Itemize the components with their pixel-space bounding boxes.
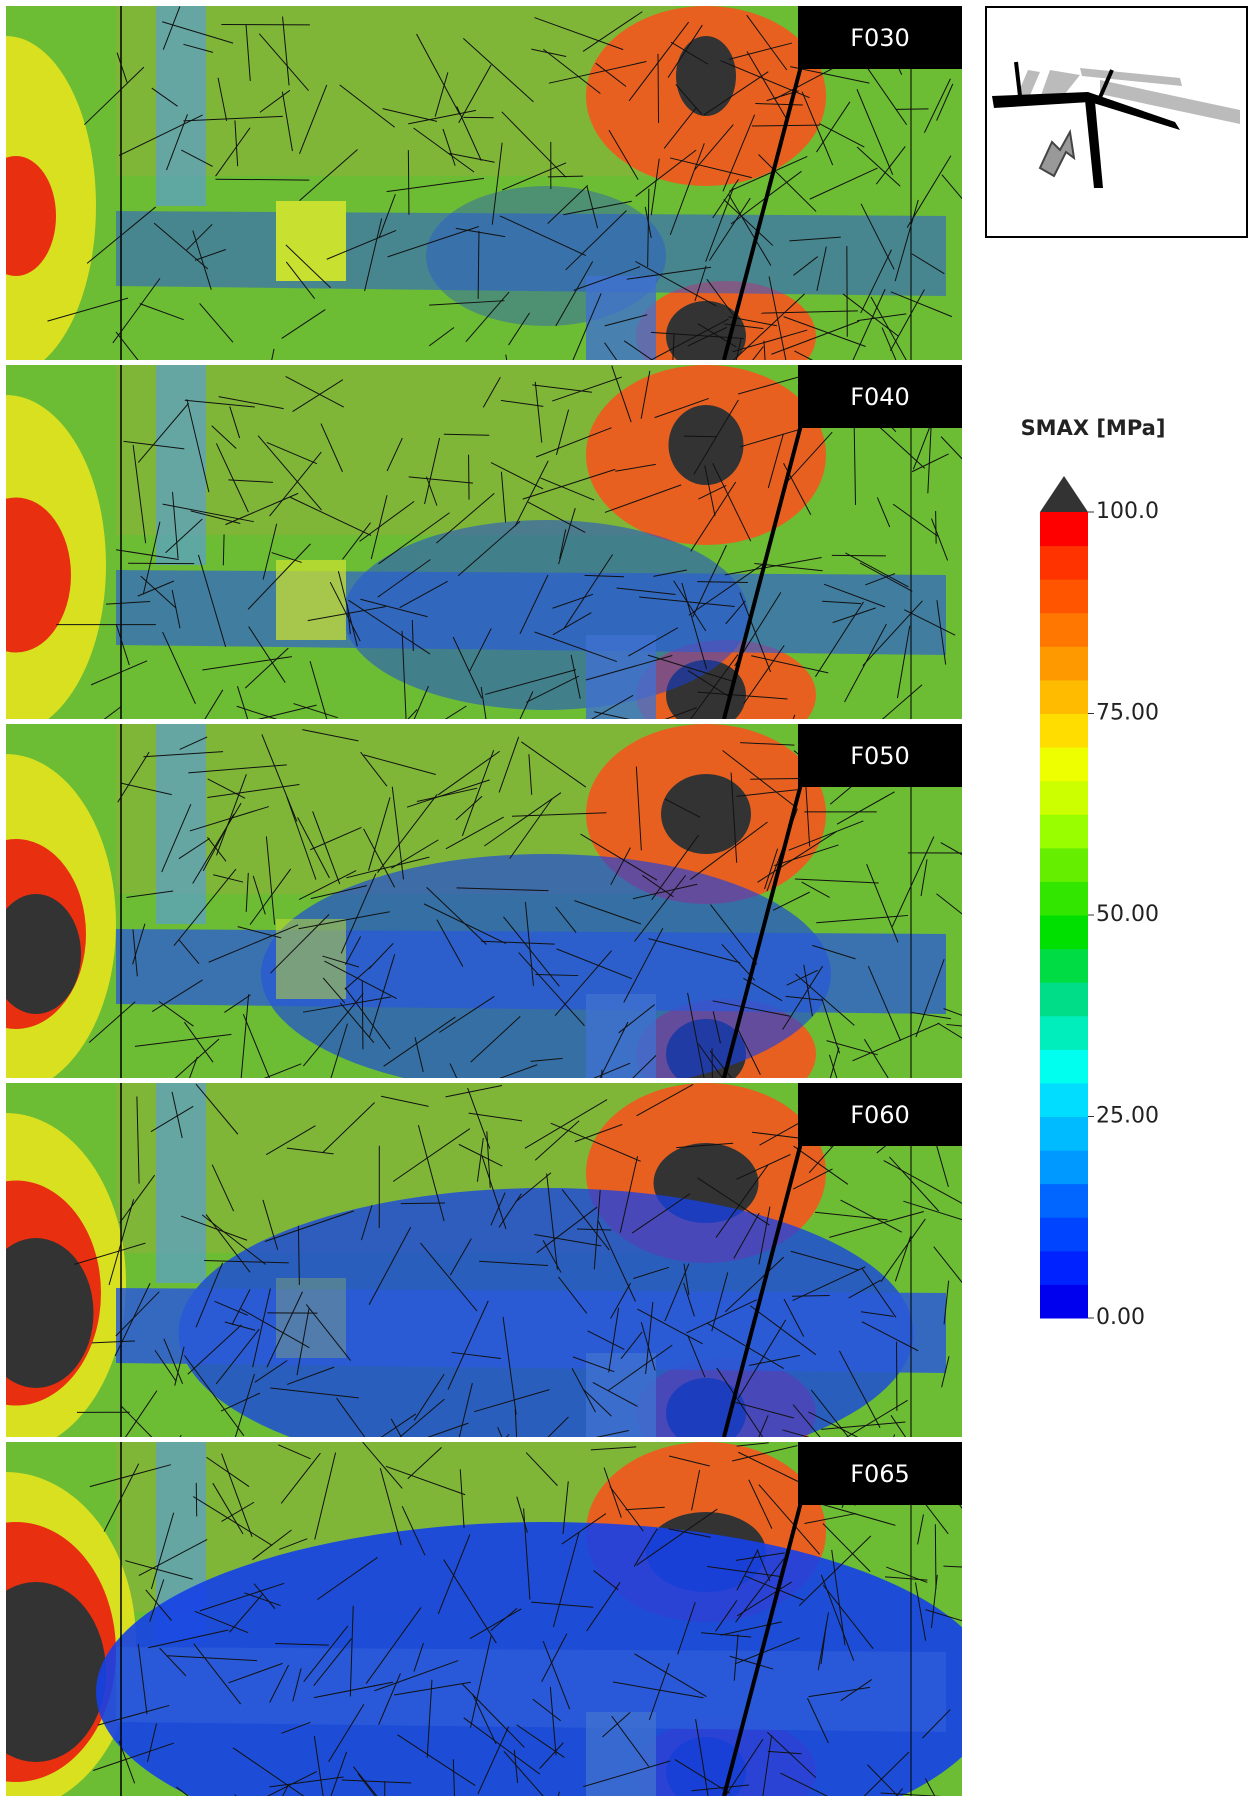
upper-right-dark: [676, 36, 736, 116]
colorbar-band: [1040, 747, 1088, 781]
tick-label: 75.00: [1096, 701, 1159, 726]
panel-label: F065: [850, 1460, 910, 1488]
fiber: [408, 150, 409, 215]
panel-label: F030: [850, 24, 910, 52]
colorbar-band: [1040, 1251, 1088, 1285]
colorbar-band: [1040, 1016, 1088, 1050]
colorbar-band: [1040, 915, 1088, 949]
contour-panel: F030: [0, 6, 985, 425]
colorbar-band: [1040, 613, 1088, 647]
tick-label: 25.00: [1096, 1104, 1159, 1129]
upper-right-dark: [661, 774, 751, 854]
tick-label: 100.0: [1096, 499, 1159, 524]
contour-panel: F040: [0, 365, 1004, 782]
colorbar-band: [1040, 949, 1088, 983]
colorbar-band: [1040, 881, 1088, 915]
figure: F030 F040 F050 F060 F065 SMAX [MPa] 100.0 75.…: [0, 0, 1257, 1803]
colorbar-band: [1040, 848, 1088, 882]
colorbar-band: [1040, 1184, 1088, 1218]
colorbar-band: [1040, 546, 1088, 580]
colorbar-band: [1040, 1117, 1088, 1151]
column: [586, 1712, 656, 1802]
fiber: [362, 981, 363, 1049]
tick-label: 0.00: [1096, 1305, 1145, 1330]
beam-face: [276, 1278, 346, 1358]
panel-label: F060: [850, 1101, 910, 1129]
colorbar-band: [1040, 579, 1088, 613]
panel-label: F040: [850, 383, 910, 411]
pillar: [156, 6, 206, 206]
legend-title: SMAX [MPa]: [1021, 416, 1166, 440]
colorbar-band: [1040, 982, 1088, 1016]
panel-label: F050: [850, 742, 910, 770]
colorbar-band: [1040, 781, 1088, 815]
colorbar-band: [1040, 1217, 1088, 1251]
fiber: [684, 436, 717, 437]
panels: F030 F040 F050 F060 F065: [0, 6, 1029, 1803]
beam: [116, 211, 946, 296]
colorbar-band: [1040, 714, 1088, 748]
colorbar-band: [1040, 1284, 1088, 1318]
colorbar-band: [1040, 1150, 1088, 1184]
colorbar-band: [1040, 1049, 1088, 1083]
legend: SMAX [MPa] 100.0 75.00 50.00 25.00 0.00: [1021, 416, 1166, 1330]
beam-face: [276, 560, 346, 640]
pillar: [156, 1083, 206, 1283]
contour-panel: F060: [0, 1083, 990, 1504]
contour-panel: F065: [0, 1442, 1029, 1803]
colorbar-band: [1040, 646, 1088, 680]
overflow-triangle: [1040, 476, 1088, 512]
beam: [116, 1288, 946, 1373]
inset-schematic: [986, 7, 1247, 237]
column: [586, 276, 656, 366]
colorbar-band: [1040, 1083, 1088, 1117]
colorbar-band: [1040, 814, 1088, 848]
fiber: [401, 1203, 445, 1204]
column: [586, 635, 656, 725]
fiber: [196, 1483, 197, 1517]
tick-label: 50.00: [1096, 902, 1159, 927]
fiber: [658, 54, 659, 123]
fiber: [896, 109, 929, 110]
fiber: [832, 555, 886, 556]
pillar: [156, 365, 206, 565]
column: [586, 994, 656, 1084]
fiber: [935, 1524, 936, 1589]
colorbar-band: [1040, 512, 1088, 546]
fiber: [936, 511, 937, 544]
colorbar-band: [1040, 680, 1088, 714]
beam: [116, 570, 946, 655]
beam-face: [276, 919, 346, 999]
